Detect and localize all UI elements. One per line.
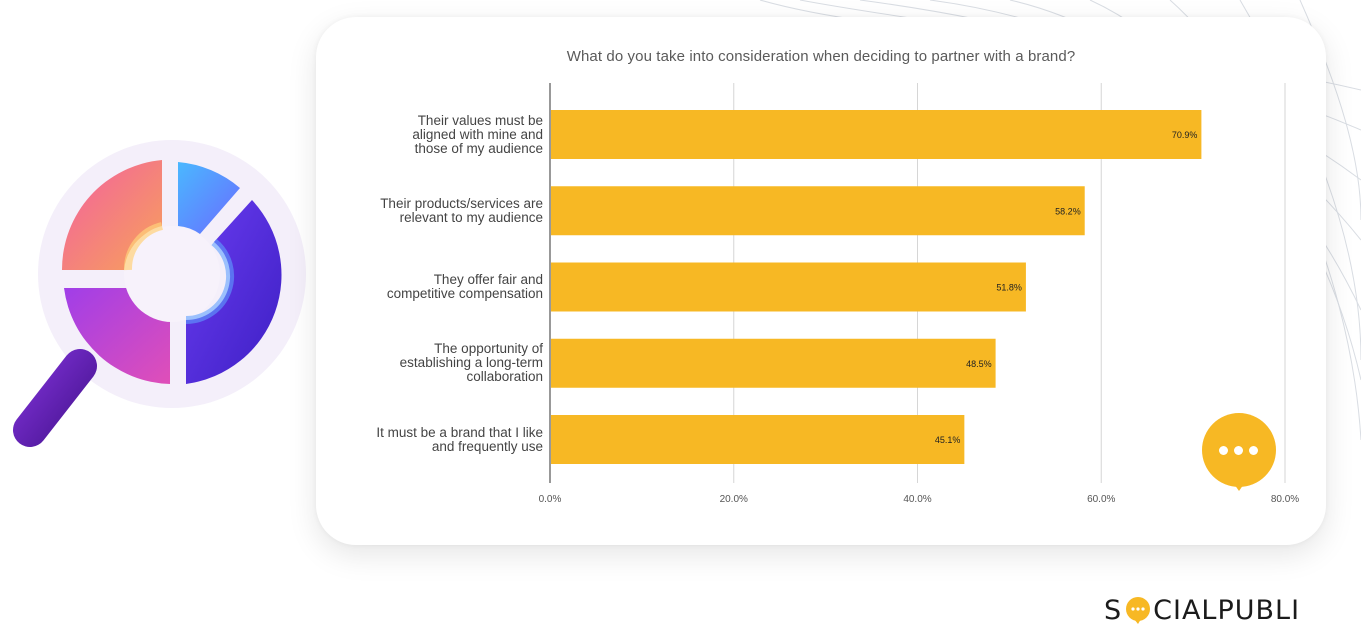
bar-chart: 0.0% 20.0% 40.0% 60.0% 80.0% 70.9% 58.2% 51.8% 4…: [539, 83, 1299, 505]
x-tick-label: 40.0%: [903, 494, 931, 505]
bar: [551, 262, 1026, 312]
chat-bubble-logo-icon: [1126, 597, 1151, 624]
chart-card: What do you take into consideration when…: [316, 17, 1326, 545]
chat-bubble-icon[interactable]: [1202, 413, 1276, 491]
magnifier-donut-icon: [13, 140, 306, 447]
category-label-line: Their products/services are: [380, 195, 543, 211]
x-tick-label: 80.0%: [1271, 494, 1299, 505]
category-label-line: They offer fair and: [433, 272, 543, 287]
category-label-line: Their values must be: [417, 112, 543, 128]
chat-dot: [1249, 446, 1258, 455]
category-label-line: collaboration: [466, 369, 543, 385]
category-label-line: aligned with mine and: [412, 126, 543, 142]
category-label: Their values must be aligned with mine an…: [313, 112, 543, 156]
chat-dot: [1219, 446, 1228, 455]
category-label-line: The opportunity of: [434, 341, 543, 357]
value-label: 45.1%: [935, 435, 961, 445]
x-tick-label: 60.0%: [1087, 494, 1115, 505]
x-tick-label: 20.0%: [720, 494, 748, 505]
value-label: 70.9%: [1172, 130, 1198, 140]
value-label: 48.5%: [966, 359, 992, 369]
value-label: 51.8%: [996, 283, 1022, 293]
logo-text-end: CIALPUBLI: [1153, 594, 1301, 626]
category-label-line: those of my audience: [414, 140, 543, 156]
chat-dot: [1234, 446, 1243, 455]
bar: [551, 338, 996, 388]
x-tick-label: 0.0%: [539, 494, 562, 505]
chart-title: What do you take into consideration when…: [566, 48, 1076, 65]
category-label-line: competitive compensation: [386, 286, 543, 301]
category-label: Their products/services are relevant to m…: [313, 195, 543, 225]
category-label-line: relevant to my audience: [399, 209, 543, 225]
socialpubli-logo: S CIALPUBLI: [1104, 592, 1300, 628]
bar: [551, 415, 965, 464]
bar: [551, 110, 1202, 159]
bar: [551, 186, 1085, 236]
category-label-line: It must be a brand that I like: [376, 424, 543, 440]
category-label: It must be a brand that I like and freque…: [313, 424, 543, 454]
category-label-line: establishing a long-term: [399, 355, 543, 371]
category-label: They offer fair and competitive compensat…: [313, 273, 543, 301]
category-label-line: and frequently use: [431, 438, 543, 454]
category-label: The opportunity of establishing a long-te…: [313, 342, 543, 384]
value-label: 58.2%: [1055, 206, 1081, 216]
logo-text-start: S: [1104, 594, 1123, 626]
